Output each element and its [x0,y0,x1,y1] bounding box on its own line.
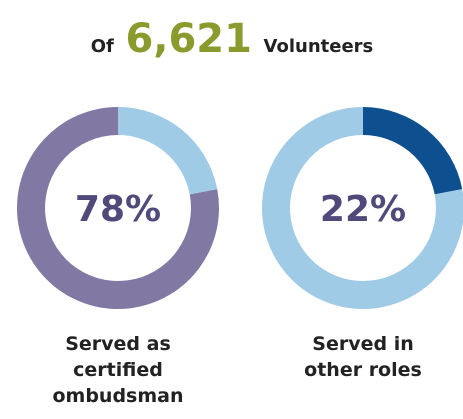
caption-line: Served in [312,333,413,355]
caption-line: Served as [65,333,171,355]
header-suffix: Volunteers [264,36,374,57]
caption: Served as certified ombudsman [52,333,183,407]
donut-segment [118,107,218,195]
header-number: 6,621 [125,16,252,62]
header: Of 6,621 Volunteers [91,16,374,62]
header-prefix: Of [91,36,114,57]
caption-line: ombudsman [52,385,183,407]
center-label: 78% [75,189,161,230]
caption-line: certified [73,359,163,381]
caption-line: other roles [304,359,422,381]
caption: Served in other roles [304,333,422,381]
donut-segment [363,107,463,195]
center-label: 22% [320,189,406,230]
